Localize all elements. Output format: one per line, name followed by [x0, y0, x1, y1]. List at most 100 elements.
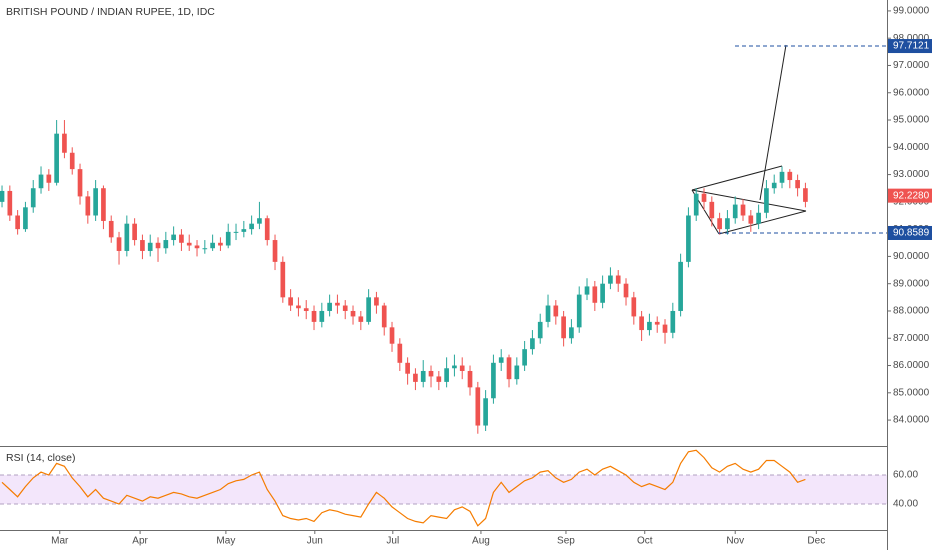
rsi-line	[1, 449, 806, 527]
candle-body	[740, 204, 746, 216]
candle-body	[693, 193, 699, 216]
candle-body	[498, 357, 504, 363]
candle-body	[592, 286, 598, 303]
candle-body	[483, 398, 488, 426]
candle-body	[748, 215, 754, 224]
y-tick-label: 88.0000	[893, 306, 930, 317]
candle-body	[30, 188, 36, 208]
candle-body	[569, 327, 574, 339]
candle-body	[803, 188, 808, 202]
candle-body	[311, 310, 317, 322]
candle-body	[514, 365, 520, 380]
candle-body	[452, 365, 457, 369]
candle-body	[303, 308, 309, 311]
y-tick-label: 89.0000	[893, 278, 930, 289]
triangle-upper	[691, 165, 783, 191]
candle-body	[537, 321, 543, 339]
candle-body	[670, 310, 676, 333]
candle-body	[381, 305, 387, 328]
candle-body	[15, 215, 20, 230]
x-tick-label: May	[216, 536, 235, 547]
candle-body	[397, 343, 403, 363]
candle-body	[623, 283, 629, 298]
candle-body	[615, 275, 621, 284]
x-tick-label: Jul	[386, 536, 399, 547]
x-tick-label: Nov	[726, 536, 744, 547]
x-tick-label: Mar	[51, 536, 69, 547]
candle-body	[795, 180, 800, 189]
rsi-tick-label: 60.00	[893, 470, 918, 481]
y-tick-label: 84.0000	[893, 415, 930, 426]
candle-body	[85, 196, 91, 216]
candle-body	[584, 286, 590, 295]
candle-body	[366, 297, 371, 322]
candle-body	[436, 376, 442, 382]
price-tag-label: 97.7121	[893, 41, 930, 52]
candle-body	[171, 234, 176, 241]
candle-body	[62, 133, 67, 153]
y-tick-label: 85.0000	[893, 387, 930, 398]
candle-body	[319, 310, 325, 322]
x-tick-label: Apr	[132, 536, 148, 547]
candle-body	[77, 169, 83, 197]
candle-body	[233, 231, 239, 233]
candle-body	[787, 171, 793, 181]
candle-body	[93, 188, 98, 216]
candle-body	[23, 207, 28, 230]
candle-body	[194, 245, 200, 249]
candle-body	[108, 220, 114, 238]
y-tick-label: 99.0000	[893, 6, 930, 17]
candle-body	[764, 188, 769, 213]
candle-body	[654, 321, 660, 325]
candle-body	[327, 302, 332, 311]
candle-body	[600, 283, 605, 303]
rsi-label: RSI (14, close)	[6, 452, 75, 464]
candle-body	[756, 212, 761, 224]
candle-body	[46, 174, 52, 183]
candle-body	[420, 370, 426, 382]
candle-body	[475, 387, 481, 426]
price-tag	[888, 225, 932, 240]
candle-body	[101, 188, 106, 221]
candle-body	[576, 294, 582, 328]
candle-body	[225, 231, 231, 246]
candle-body	[241, 229, 247, 232]
candle-body	[0, 190, 5, 202]
candle-body	[116, 237, 122, 251]
candle-body	[288, 297, 293, 306]
x-tick-label: Oct	[637, 536, 653, 547]
candle-body	[717, 218, 722, 230]
candle-body	[335, 302, 340, 306]
candle-body	[7, 190, 13, 216]
candle-body	[249, 223, 254, 230]
y-tick-label: 93.0000	[893, 169, 930, 180]
candle-body	[522, 349, 527, 366]
candle-body	[163, 240, 169, 249]
candle-body	[530, 338, 535, 350]
y-tick-label: 96.0000	[893, 87, 930, 98]
candle-body	[413, 373, 418, 382]
candle-body	[218, 242, 223, 246]
rsi-band	[0, 475, 887, 505]
candle-body	[545, 305, 551, 322]
candle-body	[444, 368, 449, 382]
candle-body	[491, 362, 496, 399]
candle-body	[69, 152, 75, 170]
candle-body	[662, 324, 668, 333]
projection-line	[759, 44, 787, 201]
x-tick-label: Sep	[557, 536, 575, 547]
candle-body	[428, 370, 434, 377]
price-tag-label: 90.8589	[893, 228, 930, 239]
candle-body	[140, 240, 145, 251]
candle-body	[202, 248, 208, 250]
candle-body	[54, 133, 59, 183]
candle-body	[709, 201, 715, 219]
candle-body	[257, 218, 262, 224]
candle-body	[389, 327, 395, 344]
candle-body	[639, 316, 644, 331]
candle-body	[771, 182, 777, 189]
y-tick-label: 98.0000	[893, 33, 930, 44]
candle-body	[358, 316, 364, 322]
